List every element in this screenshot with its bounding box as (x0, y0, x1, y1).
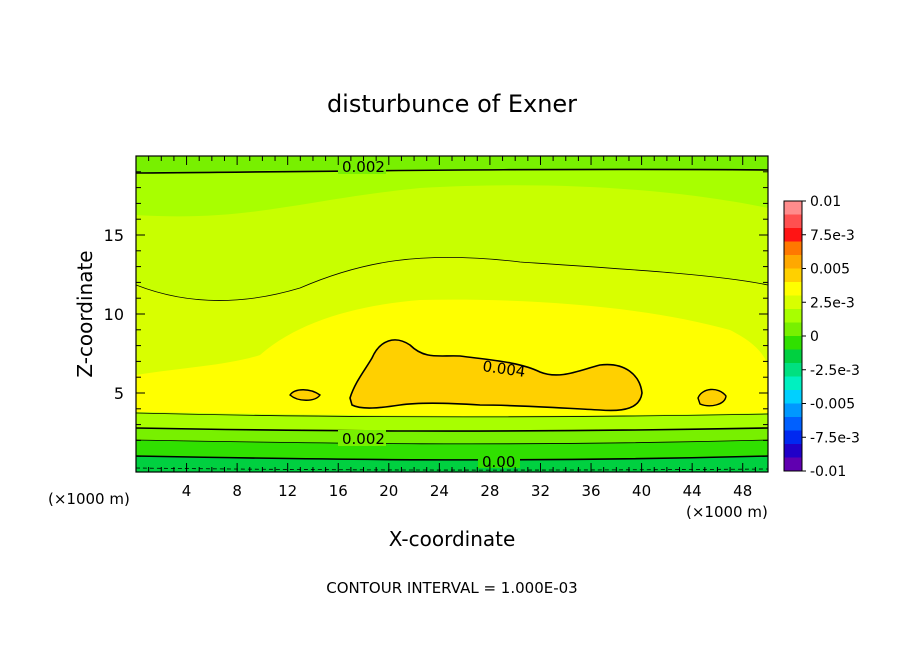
contour-line-low-4 (136, 455, 768, 461)
contour-line-zero (136, 467, 768, 471)
contour-line-low-2 (136, 427, 768, 432)
x-tick-label: 4 (182, 482, 192, 500)
colorbar-tick-label: -2.5e-3 (810, 363, 860, 379)
band-max-small-2 (697, 388, 727, 407)
colorbar-tick-label: 0 (810, 329, 819, 345)
contour-interval-note: CONTOUR INTERVAL = 1.000E-03 (326, 579, 577, 597)
colorbar-tick-label: 2.5e-3 (810, 295, 855, 311)
colorbar-swatch (784, 309, 802, 323)
y-axis-label: Z-coordinate (73, 250, 97, 377)
colorbar-swatch (784, 214, 802, 229)
x-tick-label: 32 (531, 482, 550, 500)
band-max-small-1 (289, 389, 321, 401)
colorbar-swatch (784, 336, 802, 350)
colorbar-tick-label: -7.5e-3 (810, 430, 860, 446)
x-tick-label: 28 (480, 482, 499, 500)
colorbar-swatch (784, 282, 802, 296)
colorbar-swatch (784, 457, 802, 472)
x-axis-label: X-coordinate (389, 527, 516, 551)
contour-line-0.002-top (136, 168, 768, 174)
contour-label-max: 0.004 (481, 357, 526, 381)
x-tick-label: 44 (683, 482, 702, 500)
x-tick-label: 20 (379, 482, 398, 500)
colorbar-swatch (784, 295, 802, 310)
x-unit-left: (×1000 m) (48, 490, 130, 508)
colorbar-swatch (784, 363, 802, 377)
colorbar-swatch (784, 349, 802, 364)
colorbar-swatch (784, 322, 802, 337)
contour-labels: 0.002 0.004 0.002 0.00 (338, 158, 526, 471)
x-tick-label: 40 (632, 482, 651, 500)
colorbar-swatch (784, 241, 802, 256)
colorbar-swatch (784, 376, 802, 391)
contour-label-zero: 0.00 (482, 453, 515, 471)
y-tick-label: 10 (104, 305, 124, 324)
colorbar-swatch (784, 430, 802, 445)
chart-title: disturbunce of Exner (327, 90, 577, 118)
contour-label-low: 0.002 (342, 430, 385, 448)
colorbar-swatch (784, 390, 802, 404)
contour-line-low-3 (136, 439, 768, 445)
band-max (349, 339, 643, 412)
colorbar-tick-label: 0.005 (810, 262, 850, 278)
colorbar-swatch (784, 403, 802, 418)
contour-line-low-1 (136, 412, 768, 418)
y-tick-label: 15 (104, 226, 124, 245)
x-tick-label: 8 (232, 482, 242, 500)
colorbar-swatch (784, 417, 802, 431)
contour-fill (136, 156, 768, 472)
x-tick-label: 48 (733, 482, 752, 500)
x-tick-label: 24 (430, 482, 449, 500)
x-tick-label: 16 (329, 482, 348, 500)
colorbar-swatch (784, 228, 802, 242)
colorbar-swatch (784, 201, 802, 215)
x-tick-label: 12 (278, 482, 297, 500)
colorbar-tick-label: 0.01 (810, 194, 841, 210)
colorbar-tick-label: 7.5e-3 (810, 228, 855, 244)
x-tick-label: 36 (581, 482, 600, 500)
contour-line-0.003-upper (136, 256, 768, 301)
colorbar-swatch (784, 268, 802, 283)
band-top (136, 156, 768, 172)
colorbar: 0.01 7.5e-3 0.005 2.5e-3 0 -2.5e-3 -0.005 -7.5e… (783, 194, 860, 480)
colorbar-swatch (784, 255, 802, 269)
contour-label-top: 0.002 (342, 158, 385, 176)
y-tick-label: 5 (114, 384, 124, 403)
x-unit-right: (×1000 m) (686, 503, 768, 521)
colorbar-tick-label: -0.005 (810, 397, 855, 413)
colorbar-tick-label: -0.01 (810, 464, 846, 480)
band-low-4 (136, 456, 768, 472)
colorbar-swatch (784, 444, 802, 458)
